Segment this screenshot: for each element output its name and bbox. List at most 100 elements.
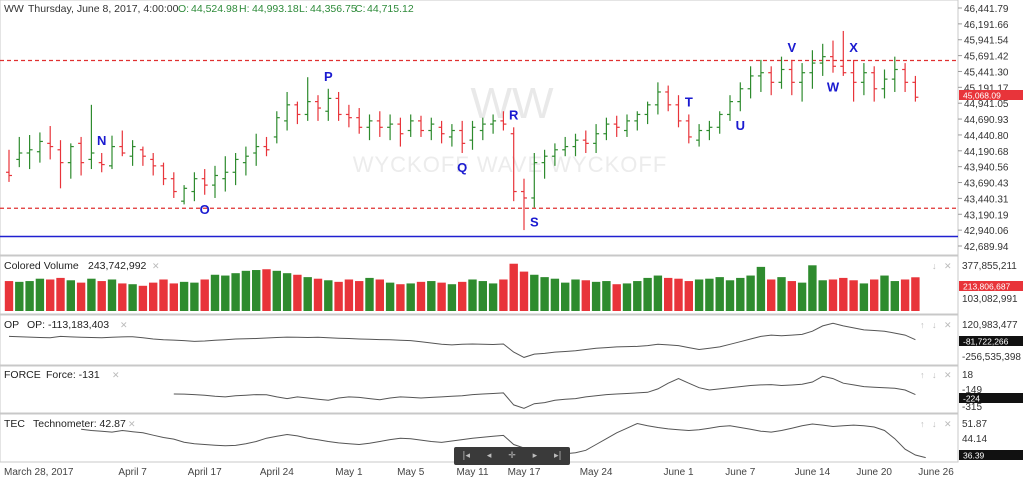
price-bar — [335, 91, 342, 121]
volume-tag: 213,806,687 — [963, 282, 1011, 292]
close-icon[interactable]: ✕ — [944, 370, 952, 380]
wave-label: S — [530, 215, 539, 230]
volume-bar — [849, 280, 858, 311]
price-bar — [727, 95, 733, 121]
tec-close-icon[interactable]: ✕ — [128, 419, 136, 429]
x-axis-label: May 5 — [397, 467, 425, 478]
x-axis-label: May 17 — [508, 467, 541, 478]
price-bar — [757, 59, 764, 92]
last-price-value: 45,068.09 — [963, 91, 1001, 101]
price-bar — [376, 111, 383, 137]
volume-bar — [900, 279, 910, 311]
price-bar — [891, 56, 898, 92]
x-axis-label: June 20 — [856, 467, 892, 478]
volume-bar — [839, 277, 848, 311]
volume-bar — [859, 283, 869, 311]
op-tag: -81,722,266 — [963, 337, 1009, 347]
wave-label: X — [849, 40, 858, 55]
down-arrow-icon[interactable]: ↓ — [932, 370, 937, 380]
tec-tag: 36.39 — [963, 451, 985, 461]
price-bar — [685, 114, 692, 144]
force-axis-bottom: -315 — [962, 402, 982, 413]
op-close-icon[interactable]: ✕ — [120, 320, 128, 330]
up-arrow-icon[interactable]: ↑ — [920, 419, 925, 429]
prev-icon[interactable]: ◂ — [486, 451, 492, 461]
tec-axis-mid: 44.14 — [962, 434, 987, 445]
next-icon[interactable]: ▸ — [532, 451, 538, 461]
close-label: C: — [355, 3, 366, 15]
volume-bar — [478, 281, 487, 311]
volume-bar — [633, 281, 642, 311]
price-bar — [747, 66, 754, 99]
force-tag: -224 — [963, 394, 980, 404]
volume-bar — [499, 279, 508, 311]
volume-bar — [76, 282, 86, 311]
op-panel-title: OP: -113,183,403 — [27, 319, 109, 331]
x-axis-label: May 24 — [580, 467, 613, 478]
x-axis-label: June 26 — [918, 467, 954, 478]
volume-bar — [46, 279, 55, 311]
volume-bar — [4, 281, 14, 311]
price-bar — [448, 124, 455, 147]
price-bar — [531, 153, 538, 208]
price-bar — [696, 124, 703, 147]
close-icon[interactable]: ✕ — [944, 261, 952, 271]
volume-bar — [324, 280, 333, 311]
down-arrow-icon[interactable]: ↓ — [932, 320, 937, 330]
volume-bar — [674, 278, 683, 311]
price-axis-label: 46,191.66 — [964, 20, 1009, 31]
close-icon[interactable]: ✕ — [944, 419, 952, 429]
last-price-tag: 45,068.09 — [959, 90, 1023, 101]
x-axis-label: April 17 — [188, 467, 222, 478]
force-panel-short: FORCE — [4, 369, 41, 381]
price-axis: 46,441.79 46,191.66 45,941.54 45,691.42 45,4… — [958, 4, 1009, 253]
volume-bar — [622, 283, 632, 311]
up-arrow-icon[interactable]: ↑ — [920, 370, 925, 380]
force-close-icon[interactable]: ✕ — [112, 370, 120, 380]
volume-close-icon[interactable]: ✕ — [152, 261, 160, 271]
price-bar — [860, 63, 867, 96]
volume-bar — [540, 277, 549, 311]
price-bar — [47, 126, 54, 160]
price-bar — [871, 66, 878, 102]
volume-bar — [190, 282, 199, 311]
price-bar — [902, 63, 909, 92]
price-bar — [78, 136, 85, 176]
price-bar — [603, 117, 610, 141]
price-bar — [242, 146, 249, 176]
price-bar — [799, 63, 806, 102]
price-axis-label: 43,440.31 — [964, 194, 1009, 205]
up-arrow-icon[interactable]: ↑ — [920, 320, 925, 330]
price-bar — [675, 95, 682, 128]
volume-bar — [25, 281, 34, 311]
price-bar — [407, 114, 414, 137]
price-bar — [212, 165, 218, 198]
pan-icon[interactable]: ✛ — [508, 451, 516, 461]
volume-bar — [149, 282, 158, 311]
price-bar — [582, 130, 589, 154]
volume-bar — [787, 281, 796, 311]
first-icon[interactable]: |◂ — [462, 451, 470, 461]
volume-bar — [66, 280, 75, 311]
volume-bar — [602, 281, 611, 311]
last-icon[interactable]: ▸| — [553, 451, 562, 461]
down-arrow-icon[interactable]: ↓ — [932, 261, 937, 271]
price-bar — [26, 135, 33, 170]
price-bar — [819, 43, 826, 76]
wave-label: N — [97, 133, 106, 148]
price-bar — [356, 108, 363, 134]
price-bar — [654, 82, 661, 115]
price-bar — [263, 136, 270, 157]
price-bar — [253, 133, 260, 166]
close-icon[interactable]: ✕ — [944, 320, 952, 330]
price-bar — [778, 56, 785, 89]
x-axis-label: May 11 — [456, 467, 488, 478]
price-bar — [788, 59, 795, 96]
price-bar — [716, 111, 723, 134]
wave-label: U — [736, 118, 745, 133]
volume-bar — [509, 263, 518, 311]
price-bar — [16, 136, 23, 168]
down-arrow-icon[interactable]: ↓ — [932, 419, 937, 429]
low-value: 44,356.75 — [310, 3, 357, 15]
price-bar — [624, 114, 630, 137]
